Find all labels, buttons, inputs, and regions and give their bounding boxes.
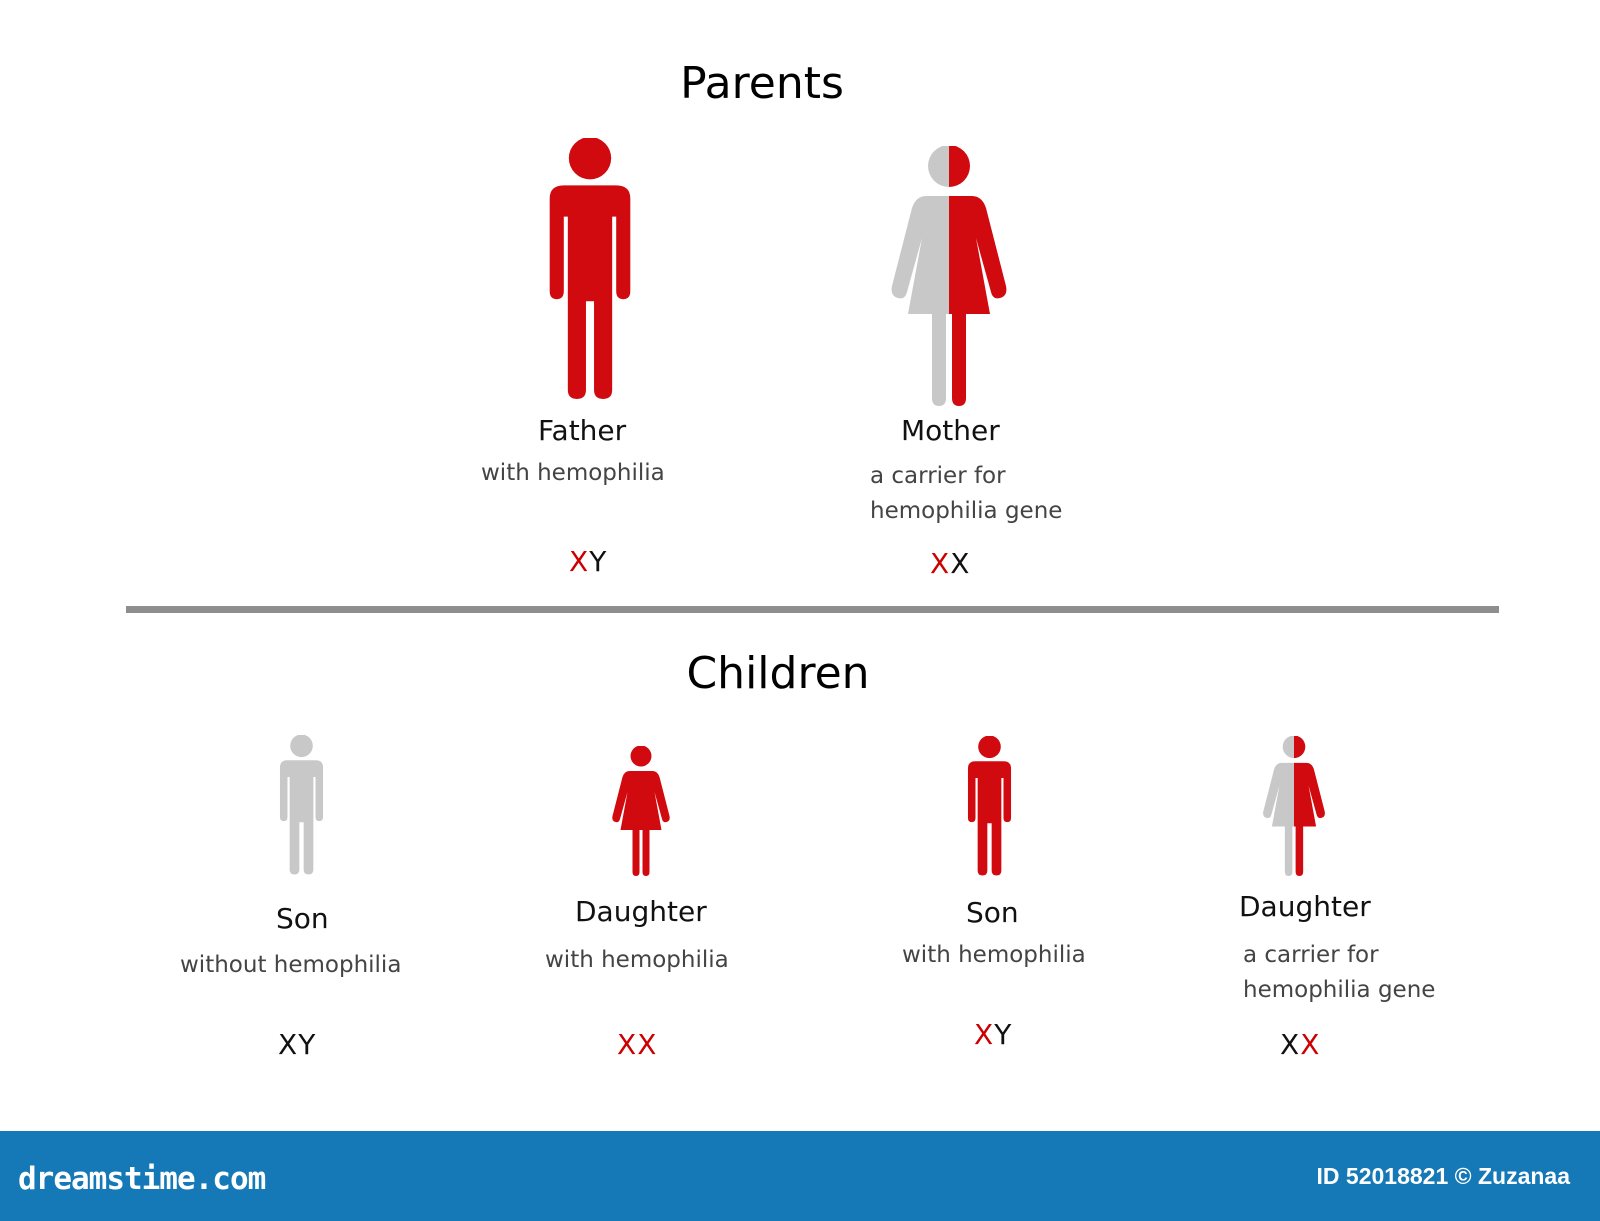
parents-title: Parents (680, 58, 844, 109)
child-4-genotype: XX (1280, 1028, 1320, 1061)
image-credit: ID 52018821 © Zuzanaa (1316, 1163, 1570, 1189)
affected-chromosome-x: X (1300, 1028, 1321, 1061)
child-4-label: Daughter (1239, 890, 1371, 923)
mother-description-line2: hemophilia gene (870, 498, 1063, 524)
mother-figure-right-half (949, 146, 1007, 406)
mother-figure-left-half (891, 146, 949, 406)
child-2-label: Daughter (575, 895, 707, 928)
normal-chromosome-x: X (278, 1028, 299, 1061)
affected-chromosome-x: X (569, 545, 590, 578)
father-figure-icon (549, 138, 631, 399)
children-title: Children (686, 648, 870, 699)
normal-chromosome-y: Y (298, 1028, 317, 1061)
child-1-figure-icon (279, 735, 324, 875)
parents-children-divider (126, 606, 1499, 613)
normal-chromosome-x: X (1280, 1028, 1301, 1061)
child-2-description: with hemophilia (545, 947, 729, 973)
mother-genotype: XX (930, 547, 970, 580)
child-3-label: Son (966, 896, 1019, 929)
normal-chromosome-y: Y (589, 545, 608, 578)
child-1-genotype: XY (278, 1028, 316, 1061)
normal-chromosome-y: Y (994, 1018, 1013, 1051)
mother-figure-icon (891, 146, 1007, 406)
child-1-description: without hemophilia (180, 952, 402, 978)
child-2-figure-icon (612, 746, 670, 876)
father-genotype: XY (569, 545, 607, 578)
child-3-genotype: XY (974, 1018, 1012, 1051)
father-figure-shape (549, 138, 631, 399)
child-1-label: Son (276, 902, 329, 935)
child-4-description-line1: a carrier for (1243, 942, 1379, 968)
child-2-genotype: XX (617, 1028, 657, 1061)
footer-bar: dreamstime.com ID 52018821 © Zuzanaa (0, 1131, 1600, 1221)
affected-chromosome-x: X (974, 1018, 995, 1051)
child-3-description: with hemophilia (902, 942, 1086, 968)
brand-logo[interactable]: dreamstime.com (18, 1161, 266, 1197)
affected-chromosome-x: X (637, 1028, 658, 1061)
mother-label: Mother (901, 414, 1000, 447)
affected-chromosome-x: X (617, 1028, 638, 1061)
mother-description-line1: a carrier for (870, 463, 1006, 489)
father-label: Father (538, 414, 627, 447)
child-3-figure-icon (967, 736, 1012, 876)
father-description: with hemophilia (481, 460, 665, 486)
affected-chromosome-x: X (930, 547, 951, 580)
child-4-description-line2: hemophilia gene (1243, 977, 1436, 1003)
child-4-figure-icon (1263, 736, 1325, 876)
normal-chromosome-x: X (950, 547, 971, 580)
